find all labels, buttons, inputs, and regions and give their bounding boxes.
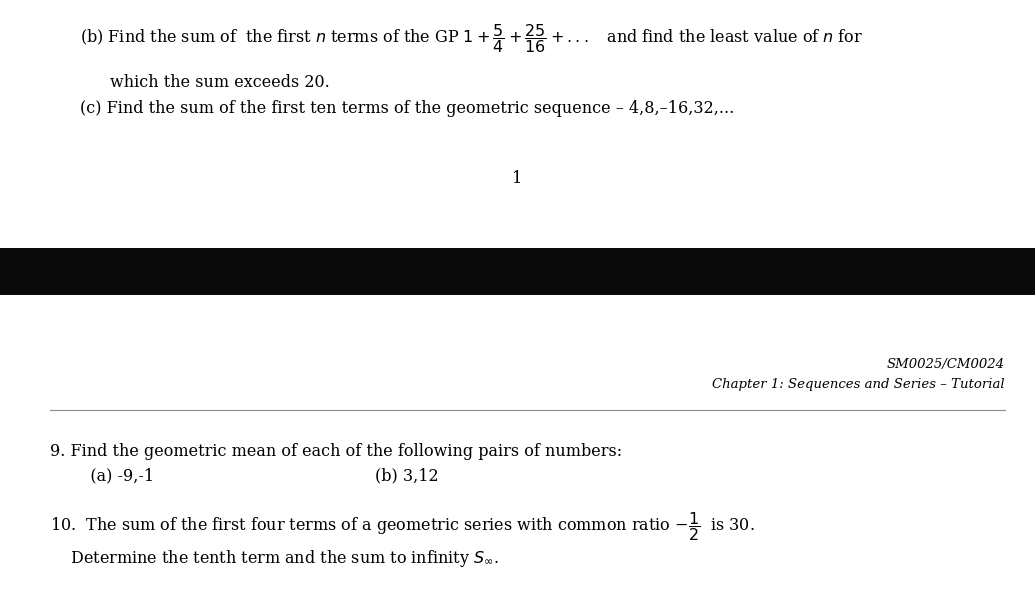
Text: SM0025/CM0024: SM0025/CM0024 bbox=[887, 358, 1005, 371]
Text: (b) 3,12: (b) 3,12 bbox=[375, 467, 439, 484]
Text: (a) -9,-1: (a) -9,-1 bbox=[75, 467, 154, 484]
Text: 9. Find the geometric mean of each of the following pairs of numbers:: 9. Find the geometric mean of each of th… bbox=[50, 443, 622, 460]
Text: 10.  The sum of the first four terms of a geometric series with common ratio $-\: 10. The sum of the first four terms of a… bbox=[50, 510, 755, 543]
Text: which the sum exceeds 20.: which the sum exceeds 20. bbox=[110, 74, 330, 91]
Text: (c) Find the sum of the first ten terms of the geometric sequence – 4,8,–16,32,.: (c) Find the sum of the first ten terms … bbox=[80, 100, 734, 117]
Text: (b) Find the sum of  the first $n$ terms of the GP $1+\dfrac{5}{4}+\dfrac{25}{16: (b) Find the sum of the first $n$ terms … bbox=[80, 22, 863, 55]
Bar bbox=[0, 248, 1035, 295]
Text: Determine the tenth term and the sum to infinity $S_{\infty}$.: Determine the tenth term and the sum to … bbox=[50, 548, 499, 569]
Text: Chapter 1: Sequences and Series – Tutorial: Chapter 1: Sequences and Series – Tutori… bbox=[712, 378, 1005, 391]
Text: 1: 1 bbox=[512, 170, 522, 187]
